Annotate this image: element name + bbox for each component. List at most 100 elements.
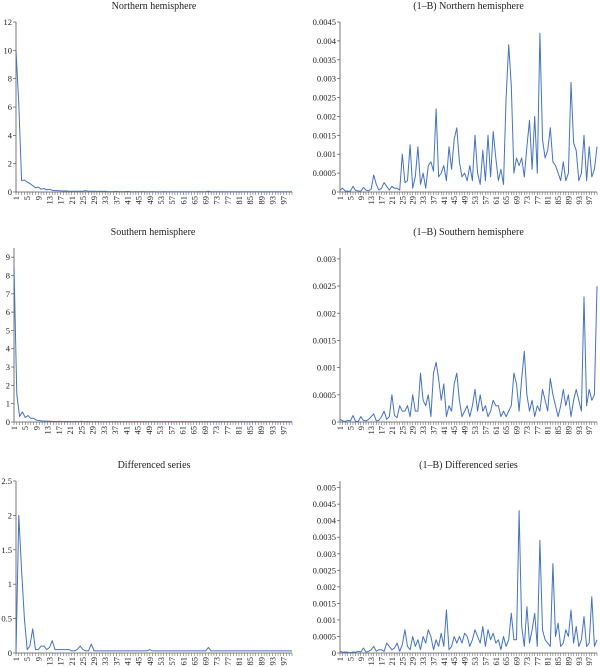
data-point	[425, 405, 426, 406]
data-point	[25, 417, 26, 418]
x-tick-label: 81	[543, 426, 553, 435]
x-tick-label: 33	[100, 196, 110, 205]
data-point	[61, 421, 62, 422]
data-point	[105, 191, 106, 192]
data-point	[222, 650, 223, 651]
chart-panel-diff-differenced-series: (1–B) Differenced series 0 0.0005 0.001 0.00…	[313, 460, 598, 666]
data-point	[247, 191, 248, 192]
data-point	[250, 650, 251, 651]
data-point	[415, 646, 416, 647]
data-point	[213, 421, 214, 422]
data-point	[391, 394, 392, 395]
data-point	[130, 191, 131, 192]
data-point	[342, 420, 343, 421]
data-point	[537, 646, 538, 647]
data-point	[63, 190, 64, 191]
data-point	[394, 647, 395, 648]
data-point	[157, 421, 158, 422]
y-tick-label: 0.0015	[313, 598, 336, 608]
data-point	[269, 191, 270, 192]
data-point	[443, 646, 444, 647]
data-point	[224, 650, 225, 651]
data-point	[32, 185, 33, 186]
x-tick-label: 77	[532, 657, 542, 666]
data-point	[272, 191, 273, 192]
data-point	[211, 191, 212, 192]
data-point	[199, 191, 200, 192]
data-point	[40, 189, 41, 190]
data-point	[547, 150, 548, 151]
data-point	[56, 421, 57, 422]
data-point	[124, 191, 125, 192]
data-point	[216, 191, 217, 192]
x-tick-label: 89	[256, 426, 266, 435]
data-point	[286, 650, 287, 651]
data-point	[482, 150, 483, 151]
data-point	[576, 626, 577, 627]
y-tick-label: 6	[6, 307, 10, 317]
data-point	[238, 421, 239, 422]
data-point	[352, 186, 353, 187]
data-point	[563, 161, 564, 162]
data-point	[404, 629, 405, 630]
data-point	[485, 180, 486, 181]
data-point	[586, 180, 587, 181]
data-point	[365, 652, 366, 653]
x-tick-label: 57	[480, 426, 490, 435]
data-point	[516, 639, 517, 640]
data-point	[537, 405, 538, 406]
data-point	[74, 191, 75, 192]
data-point	[208, 647, 209, 648]
data-point	[438, 646, 439, 647]
data-point	[345, 421, 346, 422]
data-point	[404, 411, 405, 412]
data-point	[176, 421, 177, 422]
x-tick-label: 25	[78, 196, 88, 205]
data-point	[521, 157, 522, 158]
data-point	[197, 191, 198, 192]
data-point	[508, 411, 509, 412]
data-point	[459, 400, 460, 401]
data-point	[467, 636, 468, 637]
data-point	[244, 191, 245, 192]
data-point	[202, 421, 203, 422]
data-point	[386, 419, 387, 420]
x-tick-label: 45	[134, 657, 144, 666]
data-point	[123, 421, 124, 422]
x-tick-label: 45	[449, 657, 459, 666]
data-point	[474, 629, 475, 630]
data-point	[255, 191, 256, 192]
data-point	[534, 613, 535, 614]
data-point	[96, 191, 97, 192]
x-tick-label: 93	[267, 196, 277, 205]
x-tick-label: 29	[408, 426, 418, 435]
data-point	[58, 421, 59, 422]
data-point	[480, 642, 481, 643]
data-point	[430, 161, 431, 162]
data-point	[412, 188, 413, 189]
x-tick-label: 9	[356, 196, 366, 200]
data-point	[552, 394, 553, 395]
data-point	[44, 420, 45, 421]
data-point	[482, 626, 483, 627]
x-tick-label: 85	[553, 196, 563, 205]
data-point	[550, 127, 551, 128]
x-tick-label: 45	[449, 426, 459, 435]
data-point	[199, 650, 200, 651]
x-tick-label: 97	[584, 196, 594, 205]
data-point	[52, 640, 53, 641]
data-point	[182, 421, 183, 422]
data-point	[286, 421, 287, 422]
data-point	[246, 421, 247, 422]
x-tick-label: 29	[408, 196, 418, 205]
data-point	[365, 190, 366, 191]
data-point	[280, 421, 281, 422]
data-point	[389, 190, 390, 191]
data-point	[417, 146, 418, 147]
data-point	[46, 649, 47, 650]
y-tick-label: 10	[4, 45, 13, 55]
x-tick-label: 33	[418, 657, 428, 666]
data-point	[277, 191, 278, 192]
